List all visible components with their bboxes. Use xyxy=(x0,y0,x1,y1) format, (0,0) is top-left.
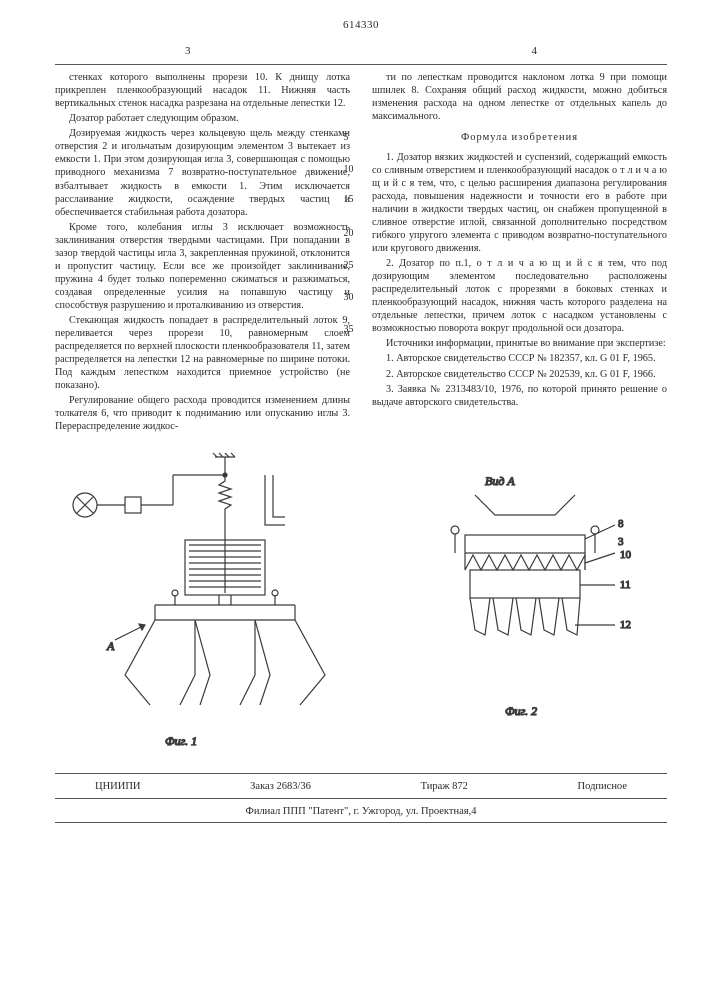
column-left: стенках которого выполнены прорези 10. К… xyxy=(55,71,350,435)
para: ти по лепесткам проводится наклоном лотк… xyxy=(372,71,667,123)
column-right: ти по лепесткам проводится наклоном лотк… xyxy=(372,71,667,435)
footer-org: ЦНИИПИ xyxy=(95,780,141,793)
line-number: 10 xyxy=(344,164,354,177)
formula-title: Формула изобретения xyxy=(372,131,667,144)
source: 2. Авторское свидетельство СССР № 202539… xyxy=(372,368,667,381)
para: Дозатор работает следующим образом. xyxy=(55,112,350,125)
svg-text:3: 3 xyxy=(618,536,624,548)
para: Регулирование общего расхода проводится … xyxy=(55,394,350,433)
line-number: 30 xyxy=(344,292,354,305)
source: 3. Заявка № 2313483/10, 1976, по которой… xyxy=(372,383,667,409)
line-number: 20 xyxy=(344,228,354,241)
footer-tirazh: Тираж 872 xyxy=(421,780,468,793)
figure-1 xyxy=(73,453,325,705)
footer-address: Филиал ППП "Патент", г. Ужгород, ул. Про… xyxy=(55,801,667,818)
page: 614330 3 4 стенках которого выполнены пр… xyxy=(0,0,707,1000)
svg-text:А: А xyxy=(106,639,115,653)
line-number: 5 xyxy=(344,132,349,145)
para: стенках которого выполнены прорези 10. К… xyxy=(55,71,350,110)
vidA-label: Вид А xyxy=(485,474,515,488)
source: 1. Авторское свидетельство СССР № 182357… xyxy=(372,352,667,365)
figures-svg: Фиг. 1 А Вид А xyxy=(55,445,667,765)
fig1-label: Фиг. 1 xyxy=(165,734,197,748)
page-num-right: 4 xyxy=(532,44,538,58)
sources-intro: Источники информации, принятые во вниман… xyxy=(372,337,667,350)
svg-text:10: 10 xyxy=(620,549,632,561)
footer-block: ЦНИИПИ Заказ 2683/36 Тираж 872 Подписное… xyxy=(55,773,667,823)
figures-area: Фиг. 1 А Вид А xyxy=(55,445,667,765)
line-number: 15 xyxy=(344,194,354,207)
page-numbers: 3 4 xyxy=(55,44,667,58)
svg-text:11: 11 xyxy=(620,579,631,591)
figure-2: Вид А xyxy=(451,474,615,635)
para: Стекающая жидкость попадает в распредели… xyxy=(55,314,350,392)
svg-text:8: 8 xyxy=(618,518,624,530)
svg-text:12: 12 xyxy=(620,619,631,631)
claim: 2. Дозатор по п.1, о т л и ч а ю щ и й с… xyxy=(372,257,667,335)
fig2-label: Фиг. 2 xyxy=(505,704,537,718)
claim: 1. Дозатор вязких жидкостей и суспензий,… xyxy=(372,151,667,255)
two-column-body: стенках которого выполнены прорези 10. К… xyxy=(55,64,667,435)
line-number: 35 xyxy=(344,324,354,337)
line-number: 25 xyxy=(344,260,354,273)
footer-row: ЦНИИПИ Заказ 2683/36 Тираж 872 Подписное xyxy=(55,778,667,795)
page-num-left: 3 xyxy=(185,44,191,58)
footer-order: Заказ 2683/36 xyxy=(250,780,311,793)
footer-sub: Подписное xyxy=(578,780,627,793)
para: Дозируемая жидкость через кольцевую щель… xyxy=(55,127,350,218)
para: Кроме того, колебания иглы 3 исключает в… xyxy=(55,221,350,312)
patent-number: 614330 xyxy=(55,18,667,32)
